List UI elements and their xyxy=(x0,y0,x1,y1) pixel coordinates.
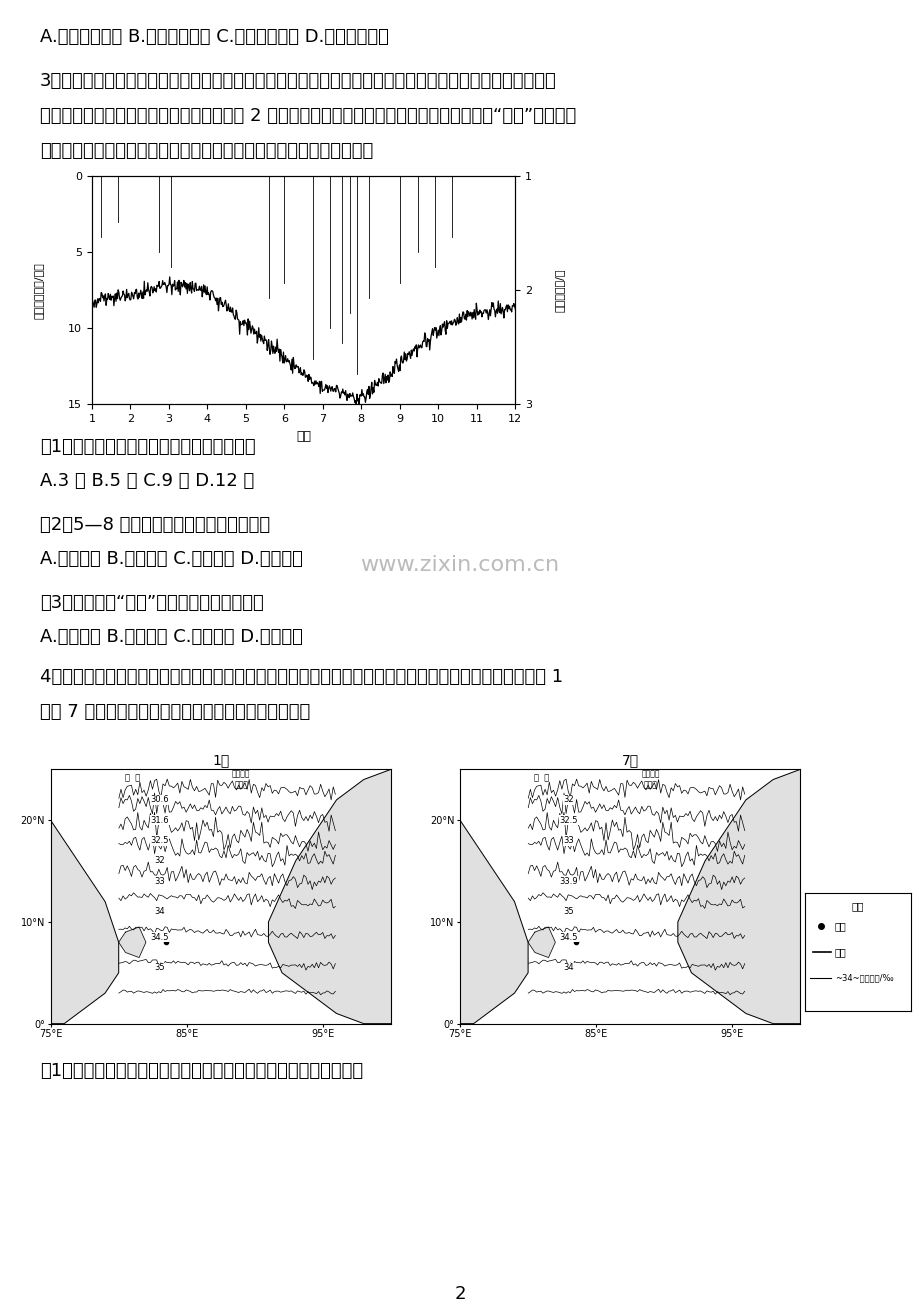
Title: 1月: 1月 xyxy=(212,752,229,767)
Text: 31.6: 31.6 xyxy=(150,816,169,824)
Text: 布拉马普
特拉河: 布拉马普 特拉河 xyxy=(232,769,250,789)
Text: A.气温回升 B.植被蒸腾 C.空气干燥 D.渗漏损失: A.气温回升 B.植被蒸腾 C.空气干燥 D.渗漏损失 xyxy=(40,550,302,569)
Polygon shape xyxy=(460,769,528,1024)
Text: 恒  河: 恒 河 xyxy=(534,773,549,782)
Text: （2）5—8 月地下水位的变动主要由于（）: （2）5—8 月地下水位的变动主要由于（） xyxy=(40,516,270,535)
Text: （3）秋季土壤“湿层”的形成主要得益于（）: （3）秋季土壤“湿层”的形成主要得益于（） xyxy=(40,595,264,612)
Text: 35: 35 xyxy=(154,964,165,973)
X-axis label: 月份: 月份 xyxy=(296,429,311,442)
Text: 地下水埋深/米: 地下水埋深/米 xyxy=(554,269,563,312)
Text: 33: 33 xyxy=(563,836,573,845)
Text: 32: 32 xyxy=(154,857,165,866)
Text: 33.9: 33.9 xyxy=(559,876,578,885)
Text: 意该地地下水埋深曲线和每日降水总量的月变化。据此完成下列各题。: 意该地地下水埋深曲线和每日降水总量的月变化。据此完成下列各题。 xyxy=(40,142,373,160)
Text: 34.5: 34.5 xyxy=(150,932,168,941)
Polygon shape xyxy=(51,769,119,1024)
Text: 32.5: 32.5 xyxy=(559,816,577,824)
Text: 恒  河: 恒 河 xyxy=(125,773,140,782)
Text: A.减少城市污水 B.缓解城市内涝 C.造成地面沉降 D.影响交通出行: A.减少城市污水 B.缓解城市内涝 C.造成地面沉降 D.影响交通出行 xyxy=(40,27,389,46)
Text: 32.5: 32.5 xyxy=(150,836,168,845)
Polygon shape xyxy=(268,769,391,1024)
Text: 32: 32 xyxy=(563,795,573,805)
Text: 34: 34 xyxy=(154,908,165,917)
Text: 河流: 河流 xyxy=(834,947,845,957)
Text: 生态灌水。研究发现，秋季该地自地表向下 2 米深范围内，土壤含水量先增后减，出现明显的“湿层”。下图示: 生态灌水。研究发现，秋季该地自地表向下 2 米深范围内，土壤含水量先增后减，出现… xyxy=(40,107,575,125)
Polygon shape xyxy=(677,769,800,1024)
Text: 每日降水总量/毫米: 每日降水总量/毫米 xyxy=(34,262,43,318)
Text: 月和 7 月多年平均海表盐度分布。据此完成下列小题。: 月和 7 月多年平均海表盐度分布。据此完成下列小题。 xyxy=(40,703,310,721)
Text: 城点: 城点 xyxy=(834,921,845,931)
Polygon shape xyxy=(119,927,146,957)
Text: 2: 2 xyxy=(454,1284,465,1303)
Text: 4、季风在海表盐度的季节变化中起重要作用，孟加拉湾是受南亚季风影响的典型海域。下图示意孟加拉湾 1: 4、季风在海表盐度的季节变化中起重要作用，孟加拉湾是受南亚季风影响的典型海域。下… xyxy=(40,668,562,686)
Title: 7月: 7月 xyxy=(621,752,638,767)
Text: 图例: 图例 xyxy=(851,901,863,911)
Polygon shape xyxy=(528,927,555,957)
Text: 33: 33 xyxy=(154,876,165,885)
Text: （1）该地最大规模的一次生态灌水是在（）: （1）该地最大规模的一次生态灌水是在（） xyxy=(40,438,255,456)
Text: ~34~等盐度线/‰: ~34~等盐度线/‰ xyxy=(834,973,892,982)
Text: A.蒸发减弱 B.生态灌水 C.下渗积累 D.毛细上升: A.蒸发减弱 B.生态灌水 C.下渗积累 D.毛细上升 xyxy=(40,629,302,645)
Text: 34: 34 xyxy=(563,964,573,973)
Text: 35: 35 xyxy=(563,908,573,917)
Text: （1）绘制孟加拉湾海表盐度变化图主要借助的地理信息技术是（）: （1）绘制孟加拉湾海表盐度变化图主要借助的地理信息技术是（） xyxy=(40,1061,363,1080)
Text: 34.5: 34.5 xyxy=(559,932,577,941)
Text: 布拉马普
特拉河: 布拉马普 特拉河 xyxy=(641,769,659,789)
Text: A.3 月 B.5 月 C.9 月 D.12 月: A.3 月 B.5 月 C.9 月 D.12 月 xyxy=(40,472,254,490)
Text: www.zixin.com.cn: www.zixin.com.cn xyxy=(360,556,559,575)
Text: 3、我国某地气候干旱，土壤质地粗，含盐量高，主要生长耐旱耐盐的柽柳。该地土壤水分的主要补给来源是: 3、我国某地气候干旱，土壤质地粗，含盐量高，主要生长耐旱耐盐的柽柳。该地土壤水分… xyxy=(40,72,556,90)
Text: 30.6: 30.6 xyxy=(150,795,169,805)
